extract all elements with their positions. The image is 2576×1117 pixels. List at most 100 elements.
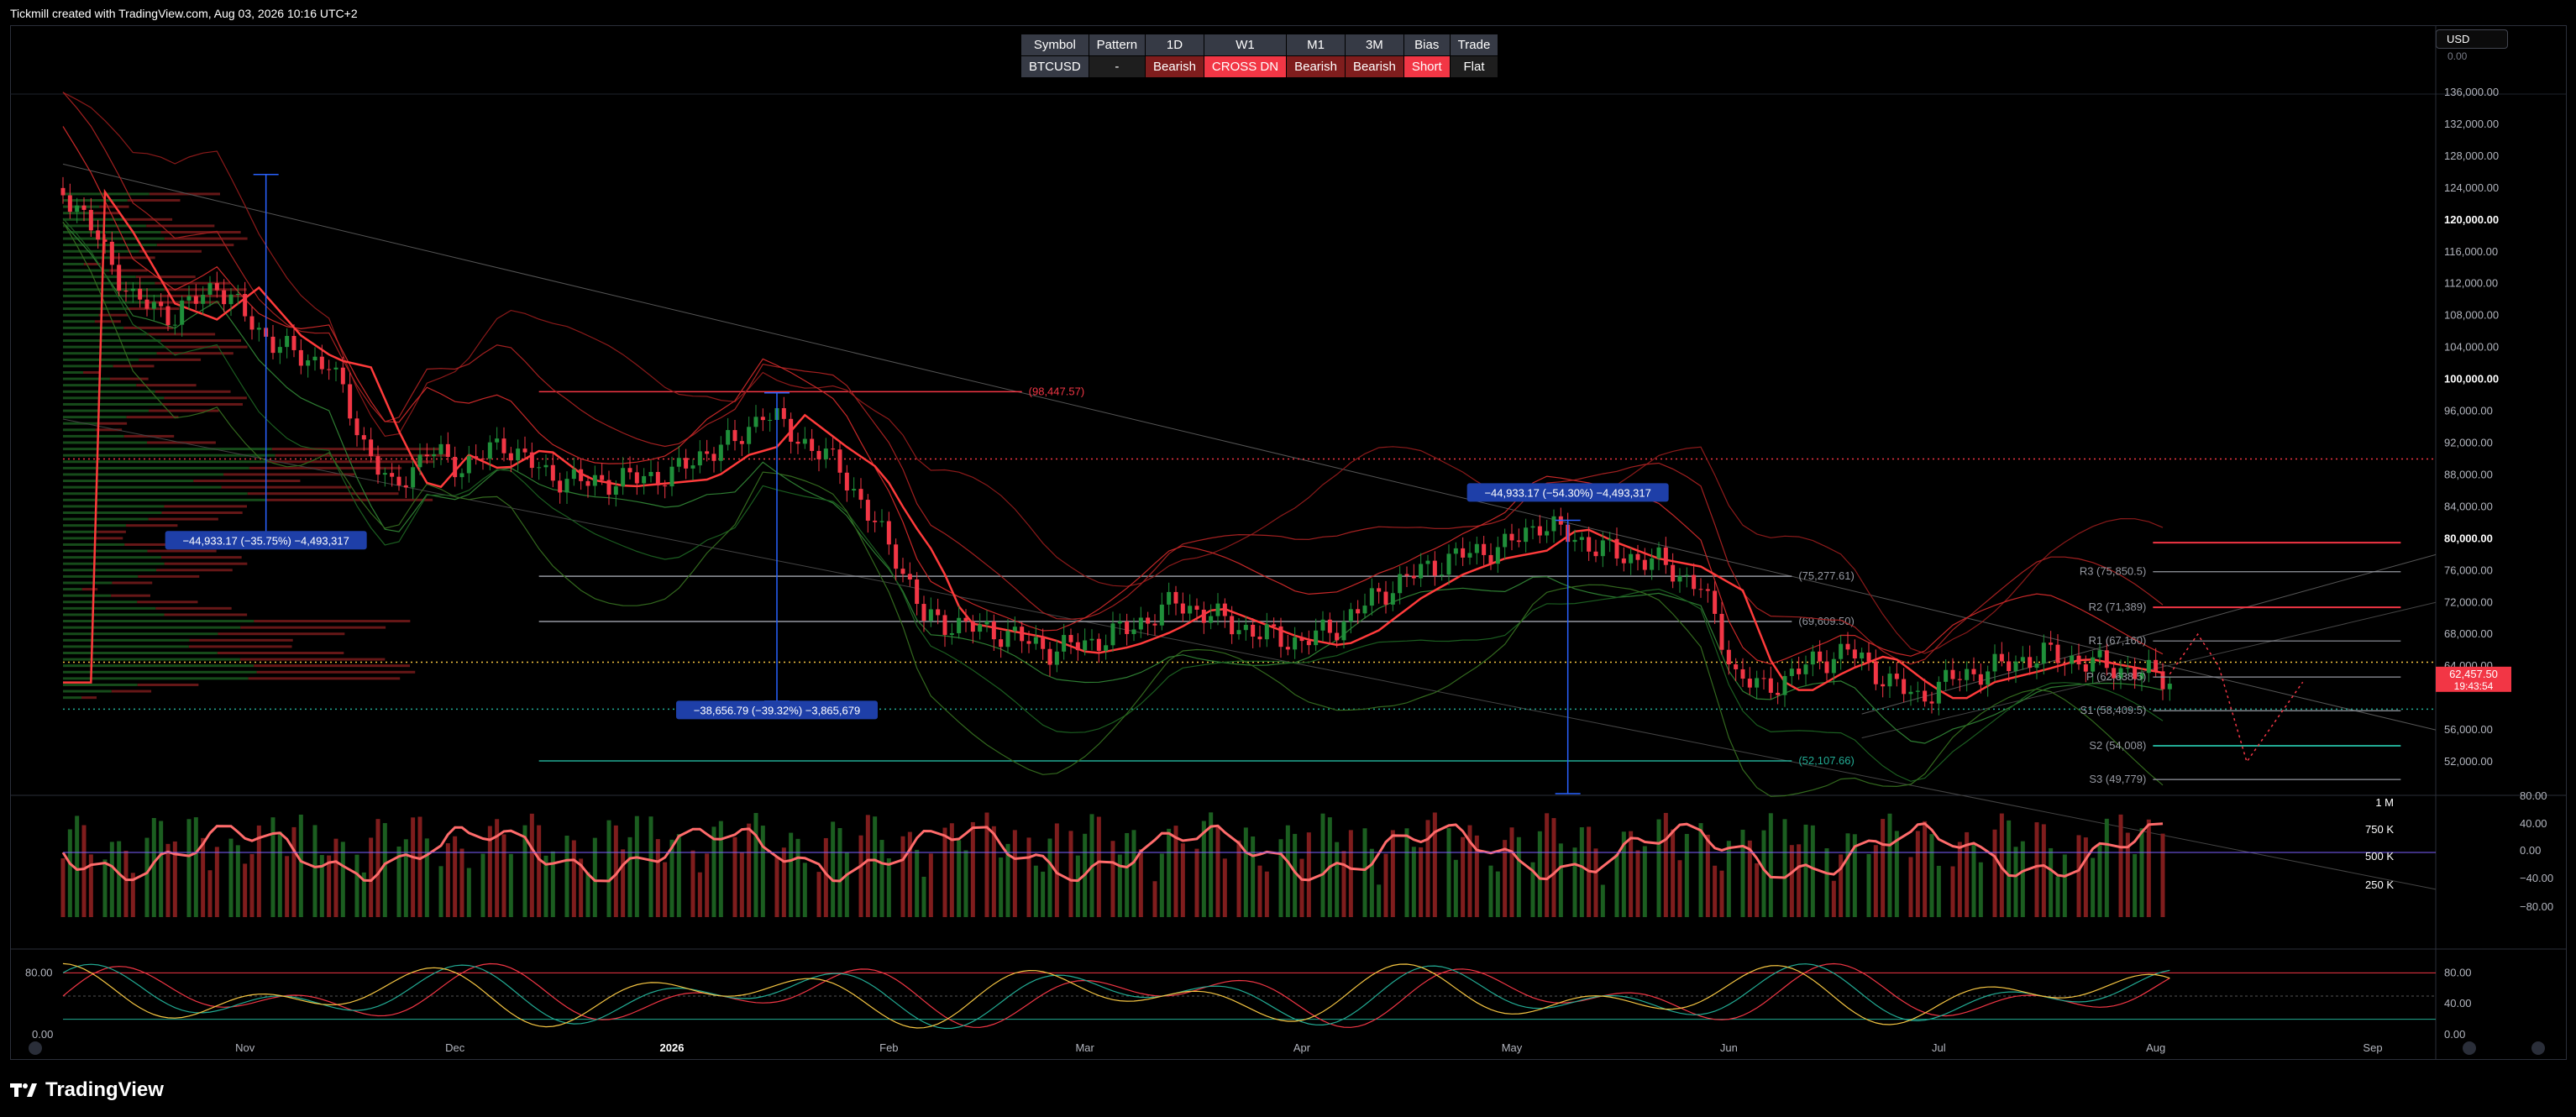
candle-body (1503, 533, 1508, 548)
candle-body (165, 306, 171, 326)
candle-body (1356, 609, 1361, 614)
volume-bar (1117, 854, 1122, 917)
volume-bar (1621, 831, 1626, 917)
volume-profile-bar (247, 492, 399, 496)
volume-bar (277, 831, 282, 917)
candle-body (243, 294, 248, 317)
volume-bar (1047, 838, 1052, 917)
volume-profile-bar (155, 569, 233, 572)
price-chart[interactable]: 136,000.00 132,000.00 128,000.00 124,000.00… (0, 0, 2576, 1060)
volume-bar (663, 862, 668, 917)
price-tick-label: 76,000.00 (2444, 564, 2493, 576)
candle-body (2112, 668, 2117, 679)
candle-body (928, 609, 933, 621)
volume-bar (151, 817, 156, 917)
volume-profile-bar (109, 269, 148, 272)
candle-body (88, 209, 93, 231)
volume-profile-bar (63, 498, 267, 501)
volume-profile-bar (63, 594, 112, 597)
volume-profile-bar (81, 696, 97, 700)
volume-profile-bar (217, 652, 344, 654)
candle-body (2083, 664, 2088, 672)
volume-bar (957, 840, 962, 917)
signal-table-header-row: Symbol Pattern 1D W1 M1 3M Bias Trade (1020, 34, 1499, 56)
time-tick-label: Mar (1075, 1041, 1094, 1054)
candle-body (1999, 653, 2004, 662)
candle-body (1642, 559, 1647, 570)
candle-body (684, 458, 689, 469)
tradingview-logo[interactable]: TradingView (10, 1078, 164, 1102)
volume-bar (1222, 858, 1227, 917)
candle-body (144, 299, 150, 309)
volume-bar (1236, 840, 1241, 917)
price-tick-label: 108,000.00 (2444, 309, 2499, 322)
time-tick-label: Sep (2363, 1041, 2382, 1054)
volume-bar (781, 847, 786, 917)
volume-profile-bar (63, 620, 254, 623)
volume-bar (1894, 831, 1899, 917)
volume-bar (480, 853, 485, 917)
volume-bar (1663, 812, 1668, 917)
candle-body (172, 324, 177, 326)
volume-bar (1782, 819, 1787, 917)
candle-body (1579, 537, 1584, 540)
volume-bar (2055, 876, 2060, 917)
volume-profile-bar (275, 454, 449, 457)
time-tick-label: 2026 (660, 1041, 685, 1054)
candle-body (201, 294, 206, 304)
candle-body (894, 544, 899, 569)
candle-body (844, 472, 849, 490)
candle-body (613, 486, 618, 496)
candle-body (648, 471, 653, 476)
stoch-line (62, 962, 2170, 1029)
candle-body (592, 475, 597, 486)
candle-body (1041, 637, 1046, 649)
signal-header-bias: Bias (1403, 34, 1451, 56)
candle-body (865, 500, 870, 521)
candle-body (1377, 588, 1382, 592)
volume-bar (921, 876, 926, 917)
price-tick-label: 52,000.00 (2444, 755, 2493, 768)
candle-body (2118, 668, 2123, 679)
currency-button[interactable]: USD (2436, 29, 2508, 49)
volume-profile-bar (63, 199, 128, 202)
candle-body (285, 336, 290, 348)
volume-bar (648, 816, 653, 917)
volume-profile-bar (94, 320, 121, 323)
volume-bar (1881, 819, 1886, 917)
volume-bar (1348, 830, 1353, 917)
volume-profile-bar (63, 269, 110, 272)
volume-profile-bar (254, 620, 411, 623)
volume-bar (81, 825, 87, 917)
volume-profile-bar (63, 537, 97, 540)
candle-body (1713, 590, 1718, 614)
volume-profile-bar (63, 480, 194, 483)
candle-body (1971, 669, 1976, 674)
volume-profile-bar (149, 301, 220, 304)
horizontal-level-label: (98,447.57) (1029, 385, 1085, 397)
volume-bar (1341, 851, 1346, 917)
volume-bar (1929, 834, 1934, 917)
candle-body (873, 520, 878, 522)
volume-bar (201, 837, 206, 917)
volume-bar (2133, 854, 2138, 917)
price-tick-label: 96,000.00 (2444, 405, 2493, 417)
candle-body (516, 448, 521, 461)
candle-body (1965, 669, 1970, 680)
stoch-tick-label: 0.00 (2444, 1028, 2465, 1041)
signal-value-bias: Short (1403, 55, 1451, 78)
volume-bar (1125, 832, 1130, 917)
candle-body (2104, 650, 2109, 669)
candle-body (1593, 551, 1598, 557)
volume-bar (2049, 847, 2054, 917)
volume-profile-bar (63, 600, 138, 604)
volume-profile-bar (239, 658, 386, 661)
bollinger-band (62, 218, 2164, 782)
volume-bar (2020, 841, 2025, 917)
volume-bar (543, 855, 548, 917)
volume-bar (676, 834, 681, 917)
candle-body (810, 438, 815, 451)
candle-body (1096, 638, 1101, 651)
volume-bar (1215, 826, 1220, 917)
volume-bar (550, 851, 555, 917)
